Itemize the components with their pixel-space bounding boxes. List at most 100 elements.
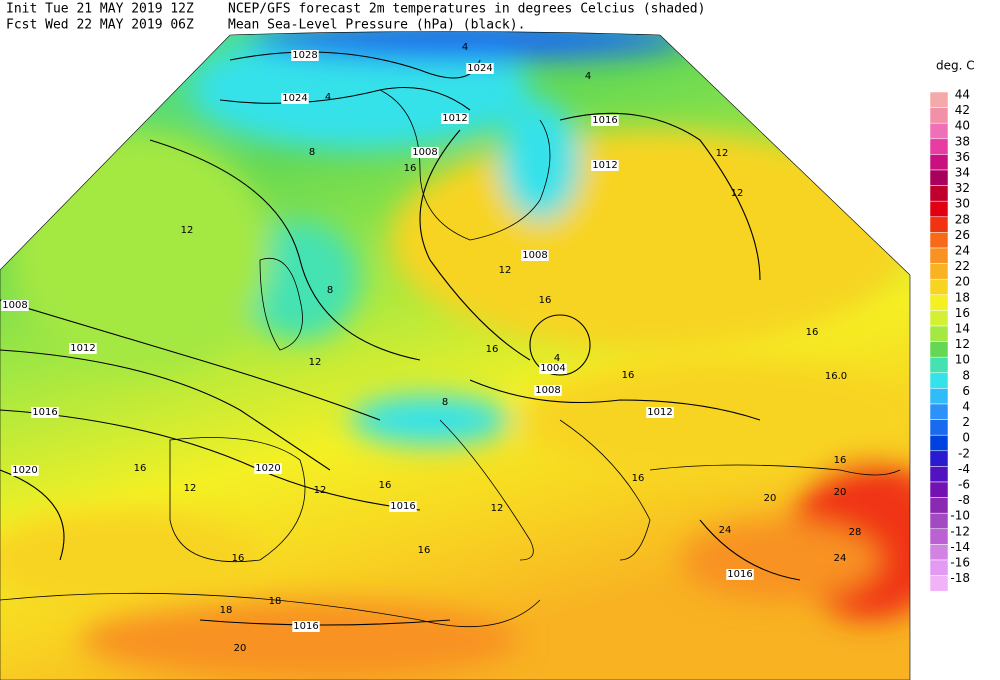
- legend-label: 12: [955, 337, 970, 351]
- temperature-label-text: 12: [314, 485, 327, 496]
- label-bg: [591, 160, 619, 171]
- legend-swatch: [929, 434, 949, 452]
- legend-label: 6: [962, 384, 970, 398]
- label-bg: [466, 63, 494, 74]
- legend-label: 4: [962, 400, 970, 414]
- legend-swatch: [929, 544, 949, 561]
- temperature-label: 16: [134, 463, 147, 474]
- label-bg: [411, 147, 439, 158]
- isobar-label: 1008: [411, 147, 439, 158]
- temperature-label: 4: [585, 71, 591, 82]
- temperature-label-text: 8: [327, 285, 333, 296]
- legend-swatch: [929, 403, 949, 420]
- label-bg: [521, 250, 549, 261]
- temperature-label: 12: [731, 188, 744, 199]
- isobar-label: 1016: [31, 407, 59, 418]
- temperature-label-text: 4: [585, 71, 591, 82]
- temperature-label-text: 20: [834, 487, 847, 498]
- temperature-label: 28: [849, 527, 862, 538]
- temperature-label-text: 16: [539, 295, 552, 306]
- label-bg: [389, 501, 417, 512]
- isobar-label-text: 1016: [390, 501, 415, 512]
- legend-swatch: [929, 138, 949, 155]
- legend-label: -18: [950, 571, 970, 585]
- legend-swatch: [929, 294, 949, 311]
- label-bg: [534, 385, 562, 396]
- legend-label: -4: [958, 462, 970, 476]
- temperature-label-text: 12: [731, 188, 744, 199]
- temperature-label: 16: [404, 163, 417, 174]
- legend-swatch: [929, 263, 949, 280]
- temperature-label-text: 12: [491, 503, 504, 514]
- temperature-label-text: 4: [462, 42, 468, 53]
- temperature-label-text: 16: [418, 545, 431, 556]
- isobar-label-text: 1016: [293, 621, 318, 632]
- isobar-label: 1012: [441, 113, 469, 124]
- legend-swatch: [929, 372, 949, 389]
- label-bg: [539, 363, 567, 374]
- legend-label: -6: [958, 478, 970, 492]
- temperature-label-text: 16: [834, 455, 847, 466]
- legend-label: 20: [955, 275, 970, 289]
- isobar-label: 1024: [281, 93, 309, 104]
- legend-label: 24: [955, 244, 970, 258]
- legend-swatch: [929, 91, 949, 108]
- temperature-label: 16: [806, 327, 819, 338]
- temperature-label-text: 16: [134, 463, 147, 474]
- legend-label: 42: [955, 103, 970, 117]
- isobar-label-text: 1024: [282, 93, 307, 104]
- legend-swatch: [929, 341, 949, 358]
- legend-swatch: [929, 232, 949, 249]
- map-border: [0, 31, 911, 680]
- legend: 4442403836343230282624222018161412108642…: [929, 88, 970, 592]
- temperature-label: 12: [184, 483, 197, 494]
- legend-label: 2: [962, 415, 970, 429]
- legend-swatch: [929, 497, 949, 514]
- temperature-label: 20: [764, 493, 777, 504]
- legend-label: 0: [962, 431, 970, 445]
- label-bg: [726, 569, 754, 580]
- legend-swatch: [929, 247, 949, 264]
- legend-swatch: [929, 575, 949, 592]
- temperature-label-text: 8: [442, 397, 448, 408]
- temperature-label-text: 16: [632, 473, 645, 484]
- temperature-label-text: 16: [486, 344, 499, 355]
- temperature-label-text: 16.0: [825, 371, 847, 382]
- legend-swatch: [929, 200, 949, 218]
- label-bg: [31, 407, 59, 418]
- legend-swatch: [929, 278, 949, 296]
- legend-label: -14: [950, 540, 970, 554]
- legend-label: 16: [955, 306, 970, 320]
- isobar-label-text: 1004: [540, 363, 565, 374]
- legend-swatch: [929, 356, 949, 374]
- legend-swatch: [929, 481, 949, 498]
- isobar-label-text: 1008: [522, 250, 547, 261]
- temperature-label: 8: [327, 285, 333, 296]
- legend-swatch: [929, 419, 949, 436]
- temperature-label: 16: [632, 473, 645, 484]
- temperature-label: 24: [719, 525, 732, 536]
- legend-label: 30: [955, 197, 970, 211]
- label-bg: [11, 465, 39, 476]
- isobar-label: 1004: [539, 363, 567, 374]
- temperature-label-text: 18: [220, 605, 233, 616]
- temperature-label-text: 16: [379, 480, 392, 491]
- legend-label: -2: [958, 446, 970, 460]
- legend-label: 38: [955, 134, 970, 148]
- temperature-label-text: 12: [309, 357, 322, 368]
- legend-label: 26: [955, 228, 970, 242]
- temperature-label: 18: [269, 596, 282, 607]
- title-line: NCEP/GFS forecast 2m temperatures in deg…: [228, 2, 705, 17]
- temperature-label-text: 4: [554, 353, 560, 364]
- legend-label: 14: [955, 322, 970, 336]
- temperature-field: 1028 1024 1024 1012 1008 1016 1012 1008 1008 1012…: [0, 31, 910, 680]
- temperature-label-text: 24: [834, 553, 847, 564]
- label-bg: [69, 343, 97, 354]
- isobars: [0, 51, 801, 626]
- isobar-label-text: 1016: [727, 569, 752, 580]
- legend-label: 40: [955, 119, 970, 133]
- isobar-label-text: 1008: [2, 300, 27, 311]
- temperature-label: 8: [442, 397, 448, 408]
- legend-swatch: [929, 122, 949, 140]
- temperature-label-text: 16: [806, 327, 819, 338]
